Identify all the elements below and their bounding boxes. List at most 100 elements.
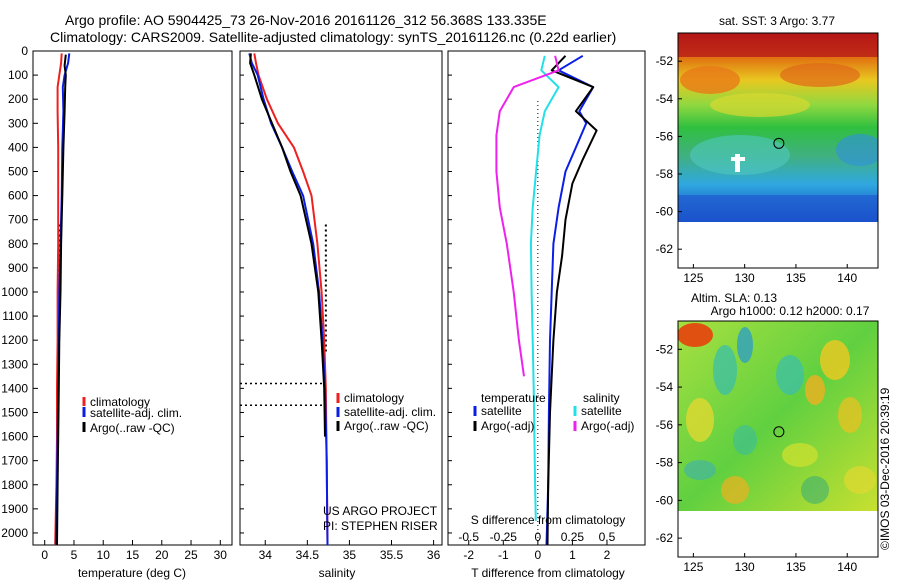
x-tick-label: -1 xyxy=(498,548,509,562)
x-tick-label: 15 xyxy=(126,548,140,562)
salinity-plot-frame xyxy=(239,50,443,546)
y-tick-label: 1500 xyxy=(1,405,28,419)
map-x-tick-label: 135 xyxy=(786,560,806,574)
map-y-tick-label: -54 xyxy=(656,380,674,394)
x-tick-label: 30 xyxy=(214,548,228,562)
map-x-tick-label: 140 xyxy=(837,560,857,574)
figure-title-line2: Climatology: CARS2009. Satellite-adjuste… xyxy=(50,29,616,45)
difference-legend-s-satellite: satellite xyxy=(581,404,622,418)
sla-argo-marker xyxy=(773,426,785,438)
map-x-tick-label: 125 xyxy=(683,560,703,574)
salinity-xlabel: salinity xyxy=(319,566,356,580)
series-line xyxy=(529,55,560,521)
map-y-tick-label: -56 xyxy=(656,129,674,143)
x-tick-label: 25 xyxy=(184,548,198,562)
x-tick-label: -2 xyxy=(463,548,474,562)
y-tick-label: 700 xyxy=(8,213,28,227)
y-tick-label: 1300 xyxy=(1,357,28,371)
s-tick-label: -0.5 xyxy=(458,530,479,544)
x-tick-label: 20 xyxy=(155,548,169,562)
sst-field xyxy=(678,33,878,222)
map-x-tick-label: 135 xyxy=(786,271,806,285)
map-y-tick-label: -60 xyxy=(656,493,674,507)
series-line xyxy=(249,53,326,437)
x-tick-label: 35.5 xyxy=(380,548,404,562)
sla-map-title: Altim. SLA: 0.13 xyxy=(691,291,777,305)
y-tick-label: 1200 xyxy=(1,333,28,347)
series-line xyxy=(546,55,598,546)
difference-legend-s-argo: Argo(-adj) xyxy=(581,419,634,433)
footer-project: US ARGO PROJECT xyxy=(323,504,438,518)
sla-map-frame xyxy=(677,320,879,558)
difference-legend: temperature salinity satellite Argo(-adj… xyxy=(473,391,634,433)
map-y-tick-label: -62 xyxy=(656,242,674,256)
temperature-legend-argo: Argo(..raw -QC) xyxy=(90,421,175,435)
series-line xyxy=(495,55,560,377)
difference-legend-t-argo: Argo(-adj) xyxy=(481,419,534,433)
sla-map-subtitle: Argo h1000: 0.12 h2000: 0.17 xyxy=(711,304,870,318)
map-y-tick-label: -52 xyxy=(656,342,674,356)
temperature-legend-climatology: climatology xyxy=(90,395,150,409)
y-tick-label: 600 xyxy=(8,189,28,203)
difference-legend-salinity-title: salinity xyxy=(583,391,620,405)
temperature-legend: climatology satellite-adj. clim. Argo(..… xyxy=(82,395,182,435)
figure-title-line1: Argo profile: AO 5904425_73 26-Nov-2016 … xyxy=(65,12,547,28)
imos-stamp: ©IMOS 03-Dec-2016 20:39:19 xyxy=(878,387,892,550)
s-tick-label: -0.25 xyxy=(490,530,518,544)
salinity-legend-satellite: satellite-adj. clim. xyxy=(344,405,436,419)
map-y-tick-label: -54 xyxy=(656,92,674,106)
salinity-panel: 34 34.5 35 35.5 36 salinity climatology sate… xyxy=(239,50,443,580)
x-tick-label: 0 xyxy=(535,548,542,562)
series-line xyxy=(248,53,329,546)
y-tick-label: 1700 xyxy=(1,454,28,468)
salinity-legend: climatology satellite-adj. clim. Argo(..… xyxy=(336,391,436,433)
footer-pi: PI: STEPHEN RISER xyxy=(323,519,438,533)
x-tick-label: 36 xyxy=(427,548,441,562)
map-y-tick-label: -62 xyxy=(656,531,674,545)
y-tick-label: 1000 xyxy=(1,285,28,299)
difference-xlabel-top: S difference from climatology xyxy=(471,513,626,527)
y-tick-label: 1400 xyxy=(1,381,28,395)
temperature-xlabel: temperature (deg C) xyxy=(78,566,186,580)
difference-legend-t-satellite: satellite xyxy=(481,404,522,418)
map-x-tick-label: 130 xyxy=(735,560,755,574)
x-tick-label: 10 xyxy=(97,548,111,562)
map-x-tick-label: 125 xyxy=(683,271,703,285)
map-x-tick-label: 130 xyxy=(735,271,755,285)
map-y-tick-label: -56 xyxy=(656,418,674,432)
salinity-legend-climatology: climatology xyxy=(344,391,404,405)
y-tick-label: 300 xyxy=(8,116,28,130)
y-tick-label: 500 xyxy=(8,164,28,178)
map-y-tick-label: -52 xyxy=(656,54,674,68)
y-tick-label: 2000 xyxy=(1,526,28,540)
y-tick-label: 900 xyxy=(8,261,28,275)
sst-map-frame xyxy=(677,32,879,269)
sst-map: sat. SST: 3 Argo: 3.77 125 130 135 140 -52 -5… xyxy=(656,14,879,285)
y-tick-label: 200 xyxy=(8,92,28,106)
sst-map-title: sat. SST: 3 Argo: 3.77 xyxy=(719,14,835,28)
y-tick-label: 400 xyxy=(8,140,28,154)
s-tick-label: 0.25 xyxy=(561,530,585,544)
difference-xlabel: T difference from climatology xyxy=(471,566,625,580)
temperature-panel: 0 5 10 15 20 25 300100200300400500600700800900… xyxy=(1,44,233,580)
y-tick-label: 800 xyxy=(8,237,28,251)
temperature-legend-satellite: satellite-adj. clim. xyxy=(90,406,182,420)
map-y-tick-label: -58 xyxy=(656,167,674,181)
difference-legend-temperature-title: temperature xyxy=(481,391,546,405)
x-tick-label: 5 xyxy=(71,548,78,562)
sla-field xyxy=(678,323,876,504)
s-tick-label: 0.5 xyxy=(599,530,616,544)
y-tick-label: 1600 xyxy=(1,430,28,444)
y-tick-label: 100 xyxy=(8,68,28,82)
series-line xyxy=(56,54,67,546)
x-tick-label: 35 xyxy=(343,548,357,562)
sla-map: Altim. SLA: 0.13 Argo h1000: 0.12 h2000:… xyxy=(656,291,879,574)
y-tick-label: 0 xyxy=(21,44,28,58)
x-tick-label: 34.5 xyxy=(296,548,320,562)
sst-argo-marker xyxy=(773,137,785,149)
y-tick-label: 1800 xyxy=(1,478,28,492)
map-x-tick-label: 140 xyxy=(837,271,857,285)
map-y-tick-label: -58 xyxy=(656,456,674,470)
x-tick-label: 2 xyxy=(604,548,611,562)
